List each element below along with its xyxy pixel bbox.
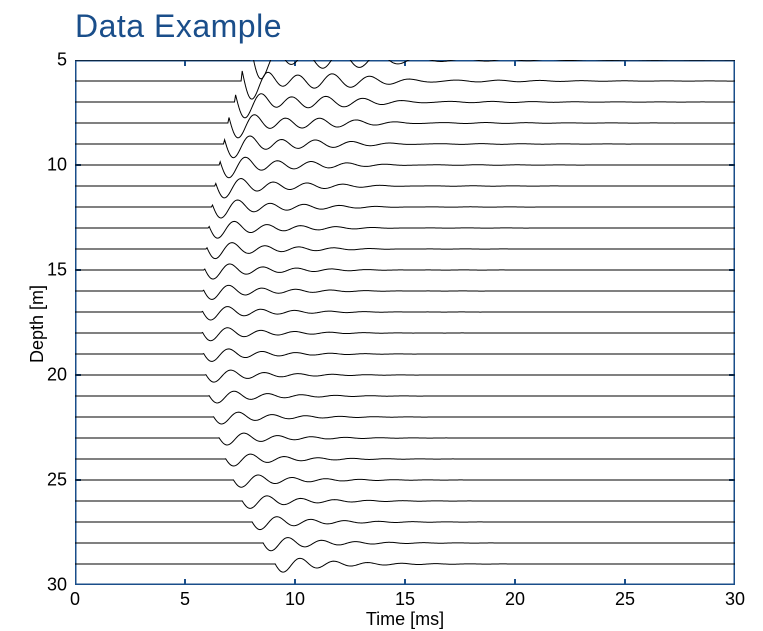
chart-svg — [75, 60, 735, 585]
y-tick-label: 20 — [47, 365, 67, 386]
y-tick-label: 30 — [47, 575, 67, 596]
y-tick-label: 25 — [47, 470, 67, 491]
x-axis-label: Time [ms] — [366, 609, 444, 630]
x-tick-label: 10 — [285, 589, 305, 610]
page-root: Data Example 051015202530 51015202530 Ti… — [0, 0, 763, 631]
x-tick-label: 30 — [725, 589, 745, 610]
y-tick-label: 5 — [57, 50, 67, 71]
y-tick-label: 15 — [47, 260, 67, 281]
x-tick-label: 25 — [615, 589, 635, 610]
x-tick-label: 0 — [70, 589, 80, 610]
chart-title: Data Example — [75, 8, 282, 45]
x-tick-label: 20 — [505, 589, 525, 610]
x-tick-label: 5 — [180, 589, 190, 610]
seismic-chart: 051015202530 51015202530 Time [ms] Depth… — [75, 60, 735, 585]
x-tick-label: 15 — [395, 589, 415, 610]
y-tick-label: 10 — [47, 155, 67, 176]
y-axis-label: Depth [m] — [27, 284, 48, 362]
